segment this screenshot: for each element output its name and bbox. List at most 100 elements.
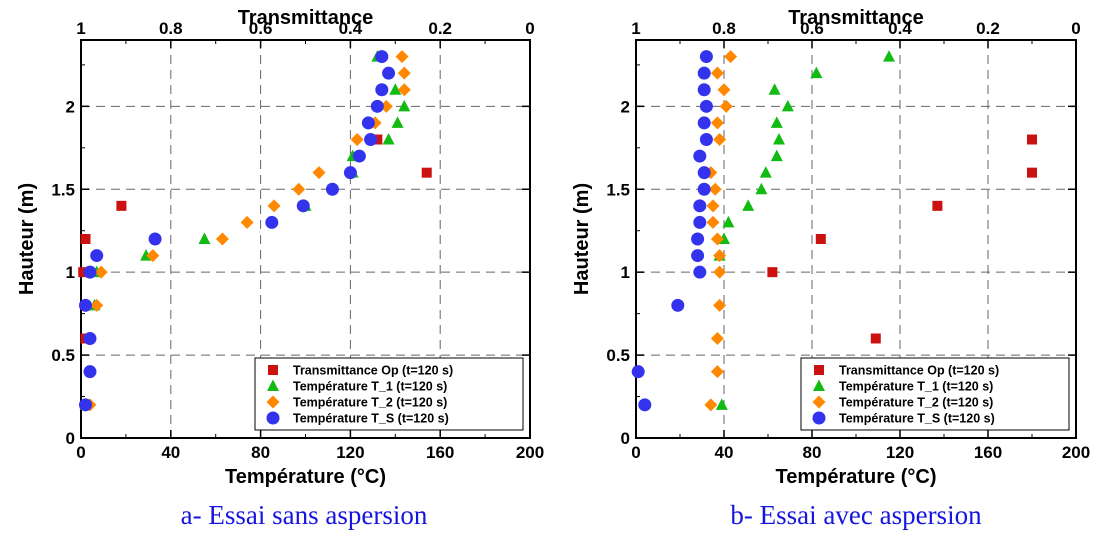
data-point bbox=[395, 50, 409, 64]
data-point bbox=[312, 166, 326, 180]
data-point bbox=[693, 215, 707, 229]
data-point bbox=[146, 249, 160, 263]
y-tick-label: 2 bbox=[621, 97, 630, 116]
data-point bbox=[397, 66, 411, 80]
y-tick-label: 2 bbox=[66, 97, 75, 116]
top-tick-label: 0.4 bbox=[888, 19, 912, 38]
legend-marker bbox=[266, 395, 280, 409]
data-point bbox=[325, 182, 339, 196]
data-point bbox=[773, 133, 785, 145]
data-point bbox=[382, 66, 396, 80]
y-tick-label: 0.5 bbox=[606, 346, 630, 365]
legend-box bbox=[800, 357, 1070, 431]
data-point bbox=[708, 182, 722, 196]
data-point bbox=[693, 149, 707, 163]
y-tick-label: 1 bbox=[66, 263, 75, 282]
x-tick-label: 0 bbox=[631, 443, 640, 462]
data-point bbox=[691, 249, 705, 263]
legend-marker bbox=[813, 379, 825, 391]
data-point bbox=[932, 200, 943, 211]
data-point bbox=[699, 50, 713, 64]
data-point bbox=[697, 166, 711, 180]
series-circle bbox=[631, 50, 713, 412]
top-tick-label: 0.8 bbox=[159, 19, 183, 38]
data-point bbox=[715, 398, 728, 410]
series-triangle bbox=[79, 50, 411, 410]
panel-caption: b- Essai avec aspersion bbox=[730, 500, 982, 530]
y-axis-title: Hauteur (m) bbox=[571, 183, 593, 295]
data-point bbox=[265, 215, 279, 229]
data-point bbox=[699, 99, 713, 113]
data-point bbox=[90, 249, 104, 263]
data-point bbox=[389, 83, 402, 95]
data-point bbox=[292, 182, 306, 196]
data-point bbox=[83, 332, 97, 345]
data-point bbox=[697, 83, 711, 97]
data-point bbox=[883, 50, 895, 62]
data-point bbox=[215, 232, 229, 246]
x-tick-label: 160 bbox=[426, 443, 454, 462]
legend-marker bbox=[268, 365, 278, 375]
data-point bbox=[638, 398, 652, 412]
data-point bbox=[296, 199, 310, 213]
data-point bbox=[710, 66, 724, 80]
data-point bbox=[710, 116, 724, 130]
legend-label: Température T_S (t=120 s) bbox=[839, 412, 995, 426]
data-point bbox=[870, 333, 881, 344]
data-point bbox=[767, 267, 778, 278]
data-point bbox=[770, 149, 783, 162]
data-point bbox=[755, 182, 768, 195]
data-point bbox=[710, 365, 724, 379]
data-point bbox=[90, 298, 104, 312]
data-point bbox=[722, 215, 735, 228]
series-square bbox=[78, 134, 432, 344]
data-point bbox=[83, 365, 97, 379]
top-tick-label: 0.8 bbox=[712, 19, 736, 38]
series-triangle bbox=[713, 50, 895, 410]
x-tick-label: 160 bbox=[974, 443, 1002, 462]
data-point bbox=[697, 66, 711, 80]
x-tick-label: 200 bbox=[1062, 443, 1090, 462]
data-point bbox=[768, 83, 781, 95]
top-tick-label: 1 bbox=[631, 19, 640, 38]
data-point bbox=[693, 265, 707, 279]
data-point bbox=[398, 99, 411, 112]
x-tick-label: 0 bbox=[76, 443, 85, 462]
data-point bbox=[713, 265, 727, 279]
data-point bbox=[350, 133, 364, 146]
legend-label: Température T_2 (t=120 s) bbox=[293, 396, 447, 410]
legend-label: Température T_S (t=120 s) bbox=[293, 412, 449, 426]
y-tick-label: 0.5 bbox=[51, 346, 75, 365]
y-tick-label: 0 bbox=[66, 429, 75, 448]
top-tick-label: 0.6 bbox=[800, 19, 824, 38]
data-point bbox=[382, 133, 395, 145]
data-point bbox=[693, 199, 707, 213]
x-tick-label: 80 bbox=[803, 443, 822, 462]
top-tick-label: 0.2 bbox=[976, 19, 1000, 38]
data-point bbox=[699, 133, 713, 146]
legend-marker bbox=[812, 411, 826, 425]
data-point bbox=[361, 116, 375, 130]
series-square bbox=[767, 134, 1037, 344]
series-diamond bbox=[83, 50, 411, 412]
data-point bbox=[710, 232, 724, 246]
data-point bbox=[815, 234, 826, 244]
data-point bbox=[724, 50, 738, 64]
y-tick-label: 1.5 bbox=[606, 180, 630, 199]
y-axis-title: Hauteur (m) bbox=[16, 183, 38, 295]
legend-label: Transmittance Op (t=120 s) bbox=[839, 364, 999, 378]
x-axis-title: Température (°C) bbox=[776, 466, 937, 488]
series-diamond bbox=[704, 50, 738, 412]
data-point bbox=[810, 66, 823, 79]
legend: Transmittance Op (t=120 s) Température T_… bbox=[254, 357, 524, 431]
data-point bbox=[719, 99, 733, 113]
legend-label: Température T_1 (t=120 s) bbox=[839, 380, 993, 394]
data-point bbox=[352, 149, 366, 163]
data-point bbox=[267, 199, 281, 213]
x-axis-title: Température (°C) bbox=[225, 466, 386, 488]
data-point bbox=[78, 298, 92, 312]
x-tick-label: 40 bbox=[161, 443, 180, 462]
